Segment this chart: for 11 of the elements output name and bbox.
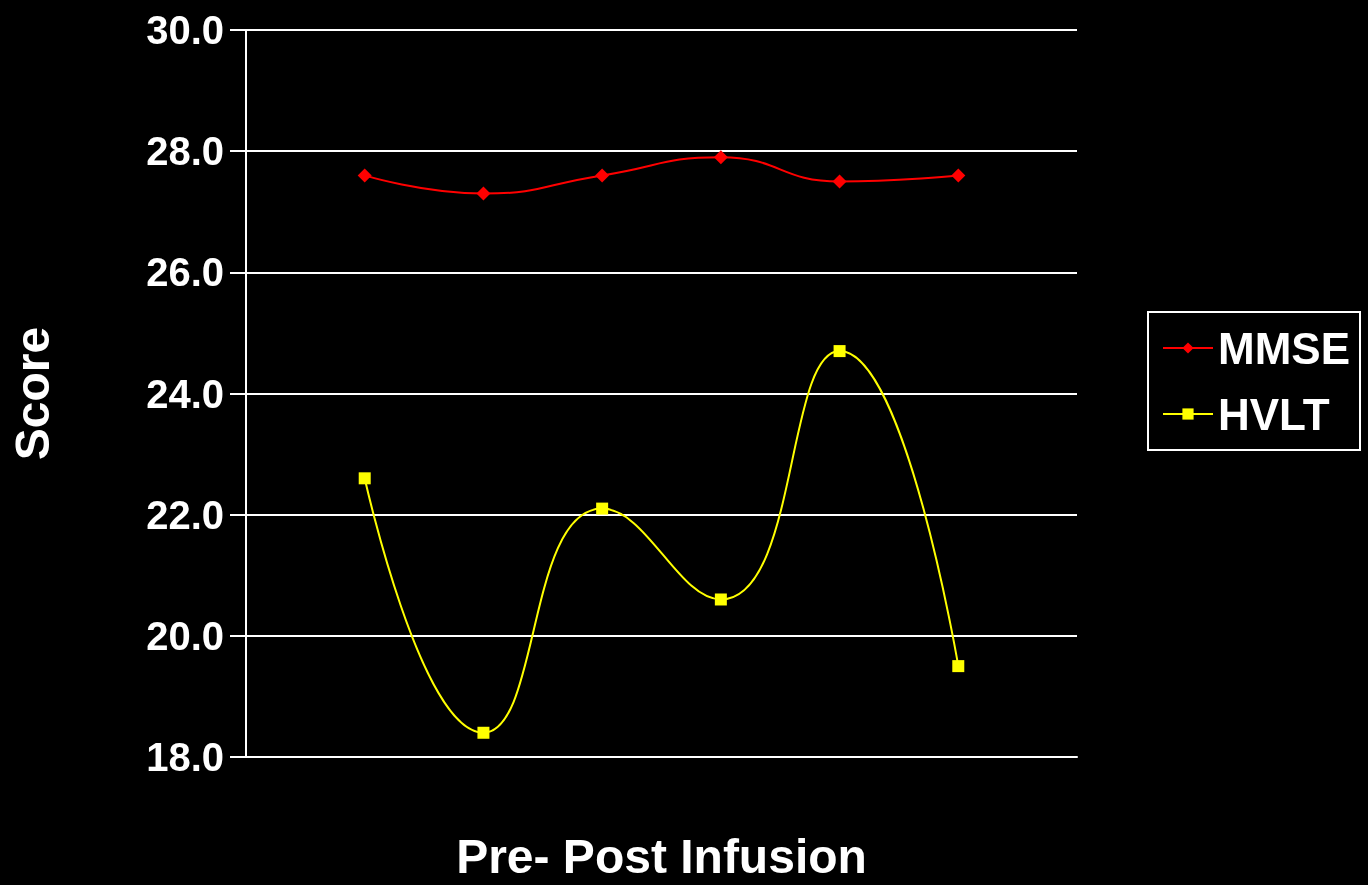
y-tick-label: 28.0 xyxy=(146,129,224,174)
y-tick-label: 20.0 xyxy=(146,613,224,658)
y-tick-label: 26.0 xyxy=(146,250,224,295)
y-tick-label: 22.0 xyxy=(146,492,224,537)
y-axis-title: Score xyxy=(5,326,59,461)
x-axis-title: Pre- Post Infusion xyxy=(456,829,867,883)
legend-label: MMSE xyxy=(1218,323,1350,373)
y-tick-label: 18.0 xyxy=(146,735,224,779)
legend-label: HVLT xyxy=(1218,389,1330,439)
y-tick-label: 24.0 xyxy=(146,371,224,416)
y-tick-label: 30.0 xyxy=(146,8,224,52)
